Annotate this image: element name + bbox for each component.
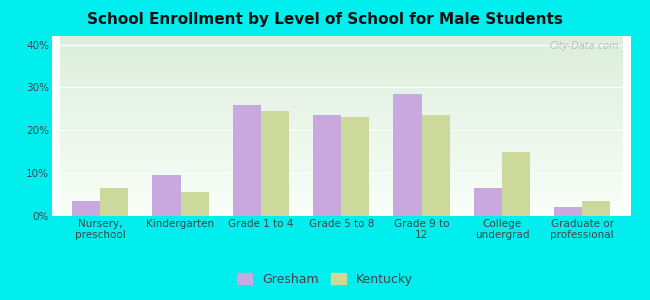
Bar [422,115,450,216]
Text: City-Data.com: City-Data.com [549,41,619,51]
Bar [474,188,502,216]
Bar [233,105,261,216]
Bar [582,201,610,216]
Bar [153,175,181,216]
Bar [341,117,369,216]
Bar [554,207,582,216]
Bar [100,188,128,216]
Bar [72,201,100,216]
Bar [181,192,209,216]
Text: School Enrollment by Level of School for Male Students: School Enrollment by Level of School for… [87,12,563,27]
Bar [502,152,530,216]
Bar [393,94,422,216]
Bar [261,111,289,216]
Bar [313,115,341,216]
Legend: Gresham, Kentucky: Gresham, Kentucky [232,268,418,291]
